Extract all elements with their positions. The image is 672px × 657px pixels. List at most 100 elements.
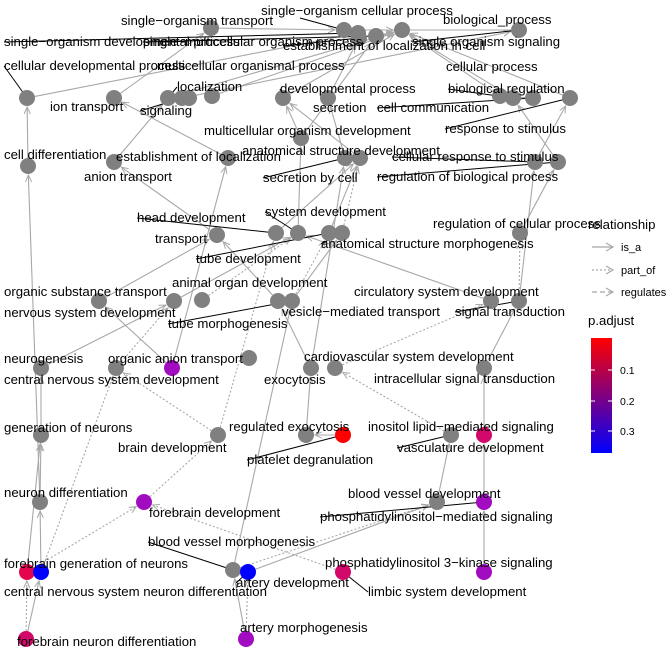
node-neuron-differentiation[interactable] [32, 494, 48, 510]
edge-is_a-developmental_process-to-biological_process [289, 34, 394, 95]
edge-is_a-neurogenesis-to-nervous_system_development [47, 305, 166, 365]
node-label-anion-transport: anion transport [84, 169, 172, 184]
node-anion-transport[interactable] [220, 150, 236, 166]
node-label-regulation-of-cellular-process: regulation of cellular process [433, 216, 601, 231]
node-biological-process[interactable] [394, 22, 410, 38]
node-cardiovascular-system-development[interactable] [327, 360, 343, 376]
node-anatomical-structure-morphogenesis[interactable] [334, 225, 350, 241]
node-animal-organ-development[interactable] [194, 292, 210, 308]
node-artery-morphogenesis[interactable] [238, 631, 254, 647]
node-head-development[interactable] [268, 225, 284, 241]
node-single-organism-signaling[interactable] [511, 22, 527, 38]
node-tube-morphogenesis[interactable] [284, 293, 300, 309]
node-ion-transport[interactable] [106, 90, 122, 106]
node-circulatory-system-development[interactable] [483, 293, 499, 309]
node-exocytosis[interactable] [303, 360, 319, 376]
edge-is_a-exocytosis-to-secretion_by_cell [311, 167, 343, 361]
node-multicellular-organismal-process[interactable] [204, 88, 220, 104]
padjust-colorbar [591, 338, 612, 453]
node-organic-substance-transport[interactable] [91, 293, 107, 309]
node-tube-development[interactable] [321, 225, 337, 241]
node-establishment-of-localization-in-cell[interactable] [351, 30, 367, 46]
edge-is_a-establishment_of_localization-to-localization [118, 105, 162, 157]
node-regulation-of-biological-process[interactable] [550, 154, 566, 170]
node-nervous-system-development[interactable] [166, 293, 182, 309]
node-vesicle-mediated-transport[interactable] [270, 293, 286, 309]
node-label-system-development: system development [265, 204, 386, 219]
part_of-arrow-icon [605, 265, 615, 275]
edge-part_of-cardiovascular_system_development-to-circulatory_system_development [342, 305, 482, 366]
node-unlabeled-node-2[interactable] [241, 350, 257, 366]
padjust-tick-label: 0.2 [620, 396, 635, 408]
node-secretion[interactable] [320, 90, 336, 106]
node-cellular-process[interactable] [492, 88, 508, 104]
node-forebrain-neuron-differentiation[interactable] [18, 631, 34, 647]
node-platelet-degranulation[interactable] [335, 427, 351, 443]
node-forebrain-development[interactable] [136, 494, 152, 510]
node-single-organism-transport[interactable] [203, 20, 219, 36]
node-brain-development[interactable] [210, 427, 226, 443]
edge-is_a-central_nervous_system_neuron_differentiation-to-neuron_differentiation [40, 511, 41, 565]
label-callout-head-development [136, 217, 277, 234]
node-label-establishment-of-localization: establishment of localization [116, 149, 281, 164]
node-phosphatidylinositol-mediated-signaling[interactable] [476, 494, 492, 510]
node-label-organic-substance-transport: organic substance transport [4, 284, 167, 299]
edge-is_a-regulated_exocytosis-to-exocytosis [306, 377, 311, 428]
node-label-artery-morphogenesis: artery morphogenesis [240, 620, 368, 635]
node-label-single-organism-cellular-process: single−organism cellular process [261, 3, 453, 18]
node-system-development[interactable] [290, 225, 306, 241]
node-inositol-lipid-mediated-signaling[interactable] [476, 427, 492, 443]
edge-is_a-organic_substance_transport-to-transport [105, 239, 209, 298]
node-label-developmental-process: developmental process [280, 81, 416, 96]
node-regulated-exocytosis[interactable] [298, 427, 314, 443]
edge-is_a-system_development-to-multicellular_organism_development [298, 147, 300, 226]
node-forebrain-generation-of-neurons[interactable] [19, 564, 35, 580]
node-anatomical-structure-development[interactable] [352, 150, 368, 166]
node-label-inositol-lipid-mediated-signaling: inositol lipid−mediated signaling [368, 419, 554, 434]
node-phosphatidylinositol-3-kinase-signaling[interactable] [476, 564, 492, 580]
node-label-single-multicellular-organism-process: single−multicellular organism process [143, 34, 363, 49]
node-central-nervous-system-development[interactable] [108, 360, 124, 376]
node-cell-differentiation[interactable] [20, 158, 36, 174]
node-label-cell-differentiation: cell differentiation [4, 147, 106, 162]
node-artery-development[interactable] [240, 564, 256, 580]
node-label-establishment-of-localization-in-cell: establishment of localization in cell [283, 38, 485, 53]
node-blood-vessel-development[interactable] [429, 494, 445, 510]
edge-is_a-organic_anion_transport-to-organic_substance_transport [106, 307, 167, 363]
node-organic-anion-transport[interactable] [164, 360, 180, 376]
node-label-multicellular-organism-development: multicellular organism development [204, 123, 411, 138]
node-biological-regulation[interactable] [505, 90, 521, 106]
edge-is_a-blood_vessel_development-to-vasculature_development [438, 444, 450, 495]
node-neurogenesis[interactable] [33, 360, 49, 376]
node-transport[interactable] [209, 227, 225, 243]
label-callout-blood-vessel-morphogenesis [147, 541, 234, 571]
node-developmental-process[interactable] [275, 90, 291, 106]
edge-part_of-animal_organ_development-to-system_development [208, 238, 291, 296]
node-vasculature-development[interactable] [443, 427, 459, 443]
legend-item-is_a: is_a [592, 242, 642, 254]
node-single-organism-cellular-process[interactable] [336, 22, 352, 38]
edge-part_of-brain_development-to-central_nervous_system_development [124, 373, 212, 432]
node-multicellular-organism-development[interactable] [293, 130, 309, 146]
node-establishment-of-localization[interactable] [106, 154, 122, 170]
node-response-to-stimulus[interactable] [562, 90, 578, 106]
node-cellular-response-to-stimulus[interactable] [527, 154, 543, 170]
node-unlabeled-node-1[interactable] [181, 90, 197, 106]
node-signal-transduction[interactable] [511, 293, 527, 309]
node-blood-vessel-morphogenesis[interactable] [225, 562, 241, 578]
node-label-forebrain-neuron-differentiation: forebrain neuron differentiation [17, 634, 196, 649]
node-cell-communication[interactable] [525, 90, 541, 106]
node-label-forebrain-development: forebrain development [149, 505, 281, 520]
node-cellular-developmental-process[interactable] [19, 90, 35, 106]
label-callout-vasculature-development [396, 434, 452, 449]
node-intracellular-signal-transduction[interactable] [476, 360, 492, 376]
node-single-multicellular-organism-process[interactable] [368, 28, 384, 44]
node-regulation-of-cellular-process[interactable] [512, 225, 528, 241]
node-central-nervous-system-neuron-differentiation[interactable] [33, 564, 49, 580]
node-localization[interactable] [160, 90, 176, 106]
node-generation-of-neurons[interactable] [33, 427, 49, 443]
label-callout-single-multicellular-organism-process [142, 35, 377, 43]
node-limbic-system-development[interactable] [335, 564, 351, 580]
node-secretion-by-cell[interactable] [337, 150, 353, 166]
